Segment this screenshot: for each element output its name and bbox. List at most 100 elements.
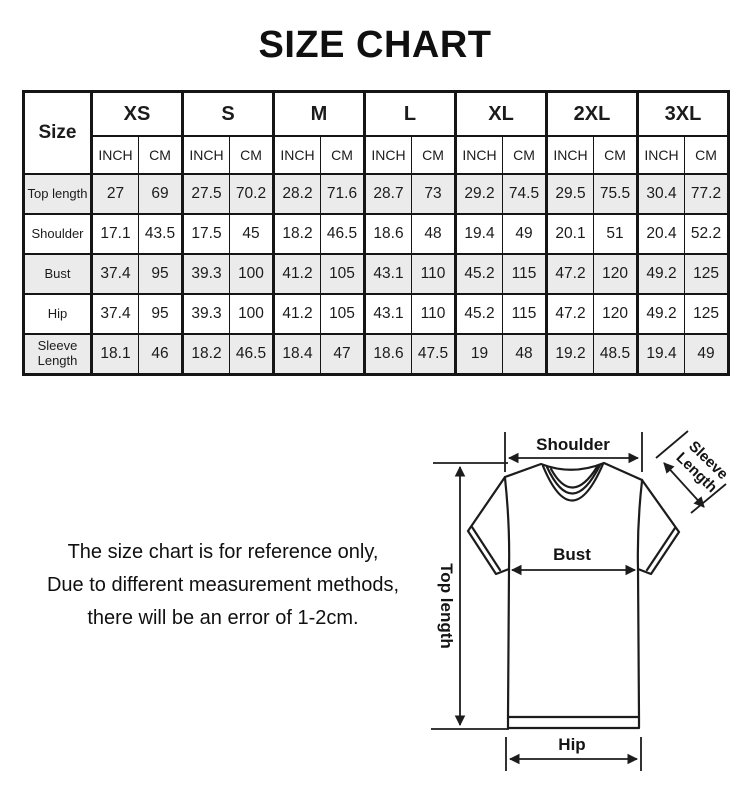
size-value-cell: 29.2 (454, 173, 503, 214)
size-value-cell: 18.1 (90, 333, 139, 374)
top-length-label: Top length (437, 563, 456, 649)
table-row: Top length 27 69 27.5 70.2 28.2 71.6 28.7 73 29.2… (23, 173, 729, 214)
sleeve-extension-lines (655, 430, 727, 514)
size-value-cell: 19.4 (636, 333, 685, 374)
size-value-cell: 74.5 (502, 173, 547, 214)
size-value-cell: 71.6 (319, 173, 365, 214)
size-value-cell: 45 (229, 213, 274, 254)
size-value-cell: 95 (138, 253, 183, 294)
unit-header-inch: INCH (272, 135, 321, 174)
unit-header-cm: CM (411, 135, 456, 174)
size-value-cell: 27.5 (181, 173, 230, 214)
size-value-cell: 100 (229, 293, 274, 334)
size-value-cell: 18.2 (272, 213, 321, 254)
size-value-cell: 43.1 (363, 253, 412, 294)
size-value-cell: 49.2 (636, 253, 685, 294)
size-value-cell: 37.4 (90, 293, 139, 334)
size-value-cell: 73 (411, 173, 456, 214)
size-value-cell: 125 (684, 293, 729, 334)
size-value-cell: 95 (138, 293, 183, 334)
page-title: SIZE CHART (258, 24, 492, 66)
size-corner-header: Size (23, 90, 93, 174)
unit-header-cm: CM (319, 135, 365, 174)
size-value-cell: 45.2 (454, 293, 503, 334)
size-value-cell: 69 (138, 173, 183, 214)
size-column-header: S (181, 90, 274, 136)
size-value-cell: 30.4 (636, 173, 685, 214)
size-value-cell: 19.4 (454, 213, 503, 254)
unit-header-inch: INCH (90, 135, 139, 174)
size-value-cell: 75.5 (593, 173, 638, 214)
note-line-1: The size chart is for reference only, (67, 541, 379, 563)
size-value-cell: 41.2 (272, 293, 321, 334)
row-label: Top length (23, 173, 92, 214)
size-value-cell: 37.4 (90, 253, 139, 294)
size-column-header: XS (90, 90, 183, 136)
tshirt-outline (466, 461, 681, 730)
size-value-cell: 52.2 (684, 213, 729, 254)
size-value-cell: 51 (593, 213, 638, 254)
size-value-cell: 105 (319, 293, 365, 334)
size-value-cell: 43.1 (363, 293, 412, 334)
size-value-cell: 49.2 (636, 293, 685, 334)
size-value-cell: 110 (411, 253, 456, 294)
table-row: Bust 37.4 95 39.3 100 41.2 105 43.1 110 45.2 115 47… (23, 253, 729, 294)
collar-arc-outer (541, 462, 605, 502)
size-value-cell: 47 (319, 333, 365, 374)
unit-header-inch: INCH (363, 135, 412, 174)
row-label: Shoulder (23, 213, 92, 254)
disclaimer-note: The size chart is for reference only, Du… (18, 536, 428, 635)
size-value-cell: 43.5 (138, 213, 183, 254)
size-value-cell: 48 (502, 333, 547, 374)
size-value-cell: 39.3 (181, 253, 230, 294)
table-row: Sleeve Length 18.1 46 18.2 46.5 18.4 47 18.6 47.… (23, 333, 729, 374)
size-value-cell: 48 (411, 213, 456, 254)
size-value-cell: 47.5 (411, 333, 456, 374)
unit-header-cm: CM (138, 135, 183, 174)
size-value-cell: 48.5 (593, 333, 638, 374)
shoulder-label: Shoulder (536, 435, 610, 454)
size-value-cell: 18.2 (181, 333, 230, 374)
size-value-cell: 41.2 (272, 253, 321, 294)
size-value-cell: 17.5 (181, 213, 230, 254)
table-row: Shoulder 17.1 43.5 17.5 45 18.2 46.5 18.6 48 19.4… (23, 213, 729, 254)
unit-header-inch: INCH (636, 135, 685, 174)
size-value-cell: 105 (319, 253, 365, 294)
size-column-header: 3XL (636, 90, 729, 136)
size-value-cell: 47.2 (545, 253, 594, 294)
right-sleeve (636, 478, 681, 576)
size-value-cell: 18.4 (272, 333, 321, 374)
size-value-cell: 47.2 (545, 293, 594, 334)
size-value-cell: 20.4 (636, 213, 685, 254)
shoulder-line (503, 461, 644, 482)
tshirt-diagram: Shoulder Sleeve Length Bust Top length H… (431, 430, 731, 771)
hip-extension-lines (505, 737, 642, 771)
collar-arc-middle (545, 463, 602, 495)
unit-header-cm: CM (502, 135, 547, 174)
size-value-cell: 70.2 (229, 173, 274, 214)
row-label: Bust (23, 253, 92, 294)
size-column-header: M (271, 90, 365, 136)
size-value-cell: 28.7 (363, 173, 412, 214)
unit-header-cm: CM (593, 135, 638, 174)
unit-header-inch: INCH (181, 135, 230, 174)
note-line-2: Due to different measurement methods, (46, 574, 400, 596)
unit-header-cm: CM (229, 135, 274, 174)
table-row: Hip 37.4 95 39.3 100 41.2 105 43.1 110 45.2 115 47.… (23, 293, 729, 334)
size-value-cell: 20.1 (545, 213, 594, 254)
note-line-3: there will be an error of 1-2cm. (87, 607, 359, 629)
size-value-cell: 100 (229, 253, 274, 294)
size-column-header: XL (454, 90, 547, 136)
size-value-cell: 125 (684, 253, 729, 294)
size-value-cell: 45.2 (454, 253, 503, 294)
row-label: Sleeve Length (23, 333, 92, 374)
size-value-cell: 120 (593, 253, 638, 294)
size-value-cell: 18.6 (363, 213, 412, 254)
unit-header-cm: CM (684, 135, 729, 174)
size-value-cell: 39.3 (181, 293, 230, 334)
sleeve-length-arrow (663, 462, 705, 508)
unit-header-inch: INCH (454, 135, 503, 174)
size-chart-table: Size XS S M L XL 2XL 3XL INCH CM INCH CM INCH CM INCH C… (22, 90, 731, 376)
size-value-cell: 49 (684, 333, 729, 374)
left-sleeve (466, 475, 511, 576)
